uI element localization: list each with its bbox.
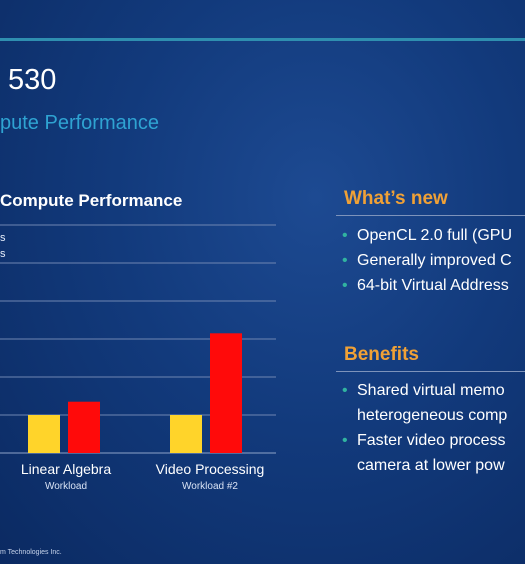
slide-title: 530 (8, 64, 57, 96)
legend-entry-1: s (0, 232, 6, 244)
whats-new-divider (336, 215, 525, 216)
benefits-item-continuation: camera at lower pow (357, 457, 505, 474)
benefits-item: • Faster video process (342, 428, 507, 453)
whats-new-item: • Generally improved C (342, 248, 512, 273)
category-label-linear-algebra: Linear Algebra (20, 461, 112, 477)
bullet-icon: • (342, 252, 348, 269)
bar-video-processing-series-2 (210, 333, 242, 453)
benefits-item-text: Faster video process (357, 432, 506, 449)
bar-linear-algebra-series-2 (68, 401, 100, 453)
benefits-item: • Shared virtual memo (342, 378, 507, 403)
bullet-icon: • (342, 277, 348, 294)
benefits-heading: Benefits (344, 344, 419, 365)
whats-new-list: • OpenCL 2.0 full (GPU • Generally improve… (342, 223, 512, 298)
whats-new-item: • OpenCL 2.0 full (GPU (342, 223, 512, 248)
bar-linear-algebra-series-1 (28, 415, 60, 453)
header-divider (0, 38, 525, 41)
bar-video-processing-series-1 (170, 415, 202, 453)
category-label-video-processing: Video Processing (155, 461, 265, 477)
benefits-divider (336, 371, 525, 372)
bullet-icon: • (342, 432, 348, 449)
whats-new-heading: What’s new (344, 188, 448, 209)
slide-subtitle: pute Performance (0, 112, 159, 134)
legend-entry-2: s (0, 248, 6, 260)
whats-new-item: • 64-bit Virtual Address (342, 273, 512, 298)
whats-new-item-text: OpenCL 2.0 full (GPU (357, 227, 513, 244)
whats-new-item-text: 64-bit Virtual Address (357, 277, 509, 294)
whats-new-item-text: Generally improved C (357, 252, 512, 269)
category-sublabel-2: Workload #2 (182, 481, 238, 492)
bullet-icon: • (342, 227, 348, 244)
footer-copyright: m Technologies Inc. (0, 549, 62, 556)
chart-title: Compute Performance (0, 191, 183, 210)
bullet-icon: • (342, 382, 348, 399)
benefits-item-continuation: heterogeneous comp (357, 407, 508, 424)
category-sublabel-1: Workload (44, 481, 88, 492)
benefits-list: • Shared virtual memo heterogeneous comp … (342, 378, 507, 478)
benefits-item-text: Shared virtual memo (357, 382, 505, 399)
